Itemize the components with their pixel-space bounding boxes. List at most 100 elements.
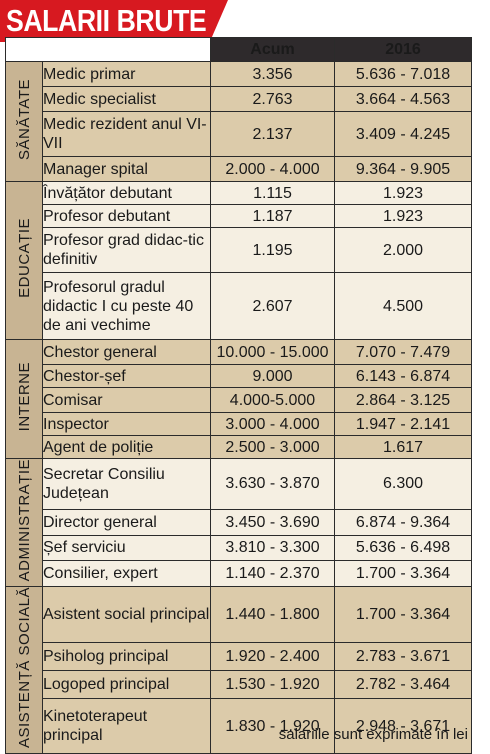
job-title-cell: Inspector [42, 412, 211, 436]
job-title-cell: Medic primar [42, 61, 211, 87]
category-cell: ADMINISTRAȚIE [5, 457, 43, 588]
category-cell: SĂNĂTATE [5, 61, 43, 182]
table-row: Chestor-șef 9.000 6.143 - 6.874 [6, 364, 472, 388]
salary-now-cell: 1.140 - 2.370 [210, 560, 335, 588]
job-title-cell: Profesorul gradul didactic I cu peste 40… [42, 272, 211, 340]
job-title-cell: Medic specialist [42, 86, 211, 112]
category-label: SĂNĂTATE [15, 78, 33, 160]
job-title-cell: Agent de poliție [42, 435, 211, 459]
table-row: Profesor grad didac-tic definitiv 1.195 2.… [6, 227, 472, 273]
salary-now-cell: 2.137 [210, 111, 335, 157]
table-row: Șef serviciu 3.810 - 3.300 5.636 - 6.498 [6, 534, 472, 562]
table-row: ASISTENȚĂ SOCIALĂ Asistent social princip… [5, 586, 472, 754]
job-title-cell: Chestor general [42, 339, 211, 365]
job-title-cell: Psiholog principal [42, 641, 211, 671]
header-corner [5, 37, 211, 62]
salary-2016-cell: 7.070 - 7.479 [334, 339, 472, 365]
salary-2016-cell: 1.947 - 2.141 [334, 412, 472, 436]
job-title-cell: Învățător debutant [42, 181, 211, 205]
salary-2016-cell: 6.143 - 6.874 [334, 364, 472, 388]
table-row: Director general 3.450 - 3.690 6.874 - 9.3… [6, 508, 472, 536]
salary-2016-cell: 1.923 [334, 204, 472, 228]
salary-now-cell: 2.000 - 4.000 [210, 156, 335, 182]
salary-2016-cell: 5.636 - 6.498 [334, 534, 472, 562]
salary-2016-cell: 2.948 - 3.671 [334, 698, 472, 754]
table-row: SĂNĂTATE Medic primar 3.356 5.636 - 7.018 [5, 61, 472, 182]
salary-now-cell: 1.187 [210, 204, 335, 228]
table-row: EDUCAȚIE Învățător debutant 1.115 1.923 [5, 181, 472, 340]
salary-now-cell: 2.607 [210, 272, 335, 340]
salary-now-cell: 3.810 - 3.300 [210, 534, 335, 562]
job-title-cell: Comisar [42, 387, 211, 413]
salary-now-cell: 1.195 [210, 227, 335, 273]
salary-now-cell: 9.000 [210, 364, 335, 388]
table-row: Inspector 3.000 - 4.000 1.947 - 2.141 [6, 412, 472, 436]
page-title: SALARII BRUTE [6, 3, 207, 38]
salary-now-cell: 1.830 - 1.920 [210, 698, 335, 754]
salary-2016-cell: 2.782 - 3.464 [334, 669, 472, 700]
footnote: salariile sunt exprimate în lei [278, 726, 468, 743]
table-row: Profesor debutant 1.187 1.923 [6, 204, 472, 228]
table-row: Agent de poliție 2.500 - 3.000 1.617 [6, 435, 472, 459]
job-title-cell: Medic rezident anul VI-VII [42, 111, 211, 157]
salary-2016-cell: 4.500 [334, 272, 472, 340]
job-title-cell: Consilier, expert [42, 560, 211, 588]
salary-2016-cell: 2.783 - 3.671 [334, 641, 472, 671]
job-title-cell: Kinetoterapeut principal [42, 698, 211, 754]
salary-table: Acum 2016 SĂNĂTATE Medic primar 3.356 5.636… [5, 37, 472, 754]
salary-2016-cell: 5.636 - 7.018 [334, 61, 472, 87]
header-acum: Acum [210, 37, 335, 62]
salary-2016-cell: 1.923 [334, 181, 472, 205]
category-cell: INTERNE [5, 339, 43, 459]
category-cell: ASISTENȚĂ SOCIALĂ [5, 586, 43, 754]
table-row: Kinetoterapeut principal 1.830 - 1.920 2.9… [6, 698, 472, 754]
salary-now-cell: 3.000 - 4.000 [210, 412, 335, 436]
salary-now-cell: 1.440 - 1.800 [210, 586, 335, 643]
salary-2016-cell: 2.864 - 3.125 [334, 387, 472, 413]
salary-now-cell: 1.920 - 2.400 [210, 641, 335, 671]
salary-2016-cell: 3.664 - 4.563 [334, 86, 472, 112]
salary-now-cell: 10.000 - 15.000 [210, 339, 335, 365]
table-row: Psiholog principal 1.920 - 2.400 2.783 - 3… [6, 641, 472, 671]
salary-2016-cell: 6.874 - 9.364 [334, 508, 472, 536]
category-label: EDUCAȚIE [15, 218, 33, 298]
table-row: INTERNE Chestor general 10.000 - 15.000 7.0… [5, 339, 472, 459]
salary-now-cell: 2.500 - 3.000 [210, 435, 335, 459]
salary-now-cell: 3.450 - 3.690 [210, 508, 335, 536]
job-title-cell: Profesor debutant [42, 204, 211, 228]
salary-2016-cell: 6.300 [334, 458, 472, 510]
table-row: Manager spital 2.000 - 4.000 9.364 - 9.905 [6, 156, 472, 182]
category-label: ASISTENȚĂ SOCIALĂ [15, 587, 33, 749]
job-title-cell: Asistent social principal [42, 586, 211, 643]
table-row: Logoped principal 1.530 - 1.920 2.782 - 3.… [6, 669, 472, 700]
job-title-cell: Chestor-șef [42, 364, 211, 388]
job-title-cell: Profesor grad didac-tic definitiv [42, 227, 211, 273]
table-row: Profesorul gradul didactic I cu peste 40… [6, 272, 472, 340]
salary-2016-cell: 2.000 [334, 227, 472, 273]
job-title-cell: Director general [42, 508, 211, 536]
table-row: Consilier, expert 1.140 - 2.370 1.700 - 3.… [6, 560, 472, 588]
category-label: INTERNE [15, 361, 33, 432]
salary-now-cell: 1.530 - 1.920 [210, 669, 335, 700]
table-row: Medic rezident anul VI-VII 2.137 3.409 - 4… [6, 111, 472, 157]
salary-now-cell: 2.763 [210, 86, 335, 112]
header-row: Acum 2016 [5, 37, 472, 62]
salary-2016-cell: 9.364 - 9.905 [334, 156, 472, 182]
job-title-cell: Secretar Consiliu Județean [42, 458, 211, 510]
header-2016: 2016 [334, 37, 472, 62]
category-cell: EDUCAȚIE [5, 181, 43, 340]
salary-now-cell: 1.115 [210, 181, 335, 205]
table-row: ADMINISTRAȚIE Secretar Consiliu Județean 3… [5, 457, 472, 588]
salary-2016-cell: 1.700 - 3.364 [334, 560, 472, 588]
table-row: Comisar 4.000-5.000 2.864 - 3.125 [6, 387, 472, 413]
category-label: ADMINISTRAȚIE [15, 459, 33, 582]
salary-now-cell: 3.630 - 3.870 [210, 458, 335, 510]
job-title-cell: Manager spital [42, 156, 211, 182]
table-row: Medic specialist 2.763 3.664 - 4.563 [6, 86, 472, 112]
salary-2016-cell: 1.700 - 3.364 [334, 586, 472, 643]
salary-now-cell: 3.356 [210, 61, 335, 87]
salary-now-cell: 4.000-5.000 [210, 387, 335, 413]
table-body: SĂNĂTATE Medic primar 3.356 5.636 - 7.018 Me… [5, 61, 472, 754]
title-banner: SALARII BRUTE [0, 0, 228, 42]
job-title-cell: Logoped principal [42, 669, 211, 700]
